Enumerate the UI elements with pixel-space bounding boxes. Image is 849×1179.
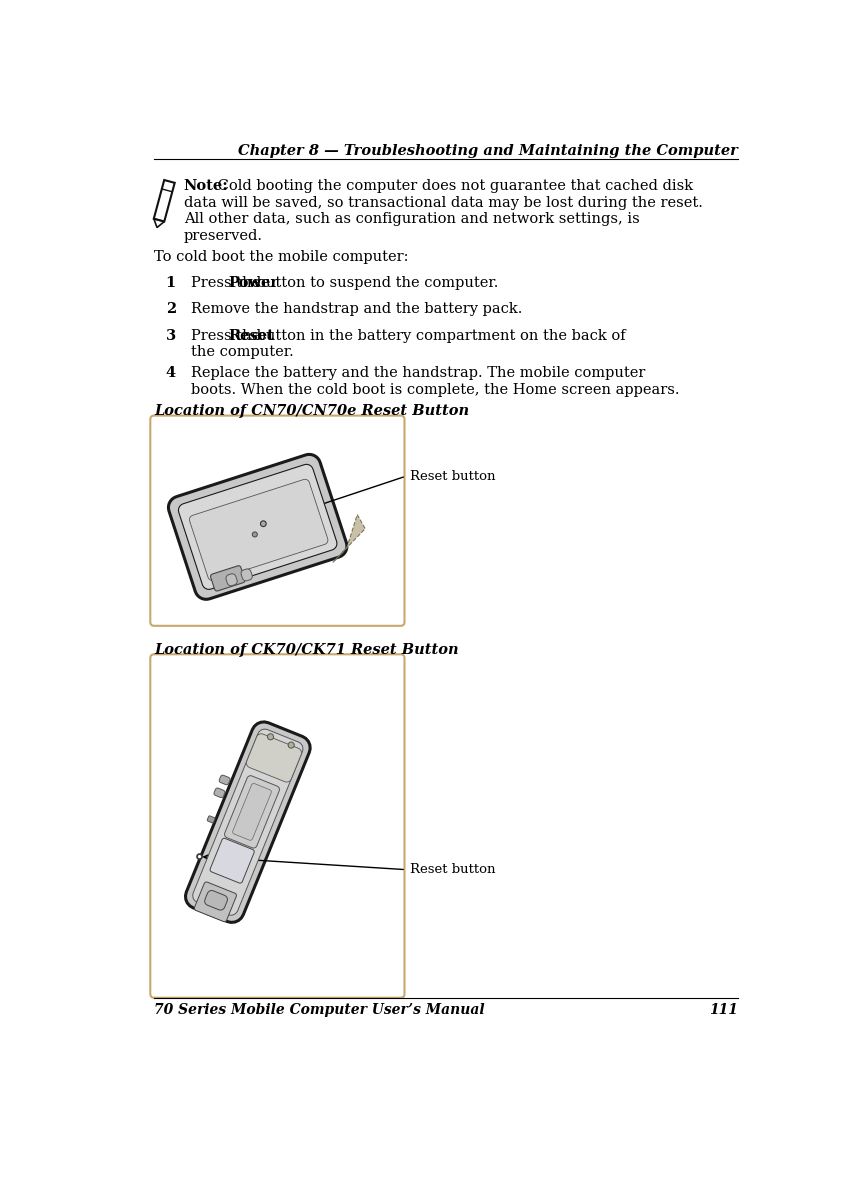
Polygon shape [178, 465, 337, 590]
Text: Chapter 8 — Troubleshooting and Maintaining the Computer: Chapter 8 — Troubleshooting and Maintain… [238, 144, 738, 158]
Polygon shape [333, 515, 365, 562]
Text: Reset button: Reset button [410, 863, 496, 876]
Polygon shape [246, 733, 301, 782]
Text: Cold booting the computer does not guarantee that cached disk: Cold booting the computer does not guara… [213, 179, 694, 193]
Polygon shape [219, 775, 230, 785]
Text: the computer.: the computer. [191, 345, 294, 360]
Polygon shape [214, 788, 225, 798]
Polygon shape [205, 890, 228, 910]
Text: 70 Series Mobile Computer User’s Manual: 70 Series Mobile Computer User’s Manual [155, 1003, 485, 1017]
Polygon shape [168, 454, 347, 599]
Text: Power: Power [228, 276, 278, 290]
Text: Note:: Note: [183, 179, 228, 193]
Circle shape [267, 733, 273, 740]
Text: 1: 1 [166, 276, 176, 290]
Text: 4: 4 [166, 367, 176, 381]
Text: preserved.: preserved. [183, 229, 262, 243]
Text: Reset button: Reset button [410, 469, 496, 482]
Text: Location of CN70/CN70e Reset Button: Location of CN70/CN70e Reset Button [155, 404, 469, 419]
Polygon shape [193, 729, 303, 915]
Polygon shape [233, 784, 272, 841]
Text: 111: 111 [709, 1003, 738, 1017]
Text: Replace the battery and the handstrap. The mobile computer: Replace the battery and the handstrap. T… [191, 367, 646, 381]
Circle shape [252, 532, 257, 536]
Text: Press the: Press the [191, 276, 265, 290]
Text: To cold boot the mobile computer:: To cold boot the mobile computer: [155, 250, 408, 264]
Circle shape [197, 854, 202, 859]
Text: data will be saved, so transactional data may be lost during the reset.: data will be saved, so transactional dat… [183, 196, 702, 210]
Text: All other data, such as configuration and network settings, is: All other data, such as configuration an… [183, 212, 639, 226]
Text: Location of CK70/CK71 Reset Button: Location of CK70/CK71 Reset Button [155, 643, 458, 657]
Polygon shape [226, 574, 237, 586]
Text: Reset: Reset [228, 329, 274, 343]
Polygon shape [241, 569, 252, 581]
Text: button to suspend the computer.: button to suspend the computer. [252, 276, 498, 290]
Polygon shape [185, 722, 310, 922]
FancyBboxPatch shape [150, 654, 404, 997]
Polygon shape [207, 816, 215, 823]
Polygon shape [194, 882, 237, 922]
Polygon shape [189, 480, 328, 580]
Text: boots. When the cold boot is complete, the Home screen appears.: boots. When the cold boot is complete, t… [191, 383, 680, 397]
Text: Remove the handstrap and the battery pack.: Remove the handstrap and the battery pac… [191, 302, 523, 316]
FancyBboxPatch shape [150, 416, 404, 626]
Text: 2: 2 [166, 302, 176, 316]
Text: 3: 3 [166, 329, 176, 343]
Circle shape [261, 521, 267, 527]
Polygon shape [210, 838, 254, 883]
Text: button in the battery compartment on the back of: button in the battery compartment on the… [252, 329, 626, 343]
Text: Press the: Press the [191, 329, 265, 343]
Polygon shape [224, 776, 279, 848]
Polygon shape [211, 566, 245, 591]
Circle shape [288, 742, 295, 749]
